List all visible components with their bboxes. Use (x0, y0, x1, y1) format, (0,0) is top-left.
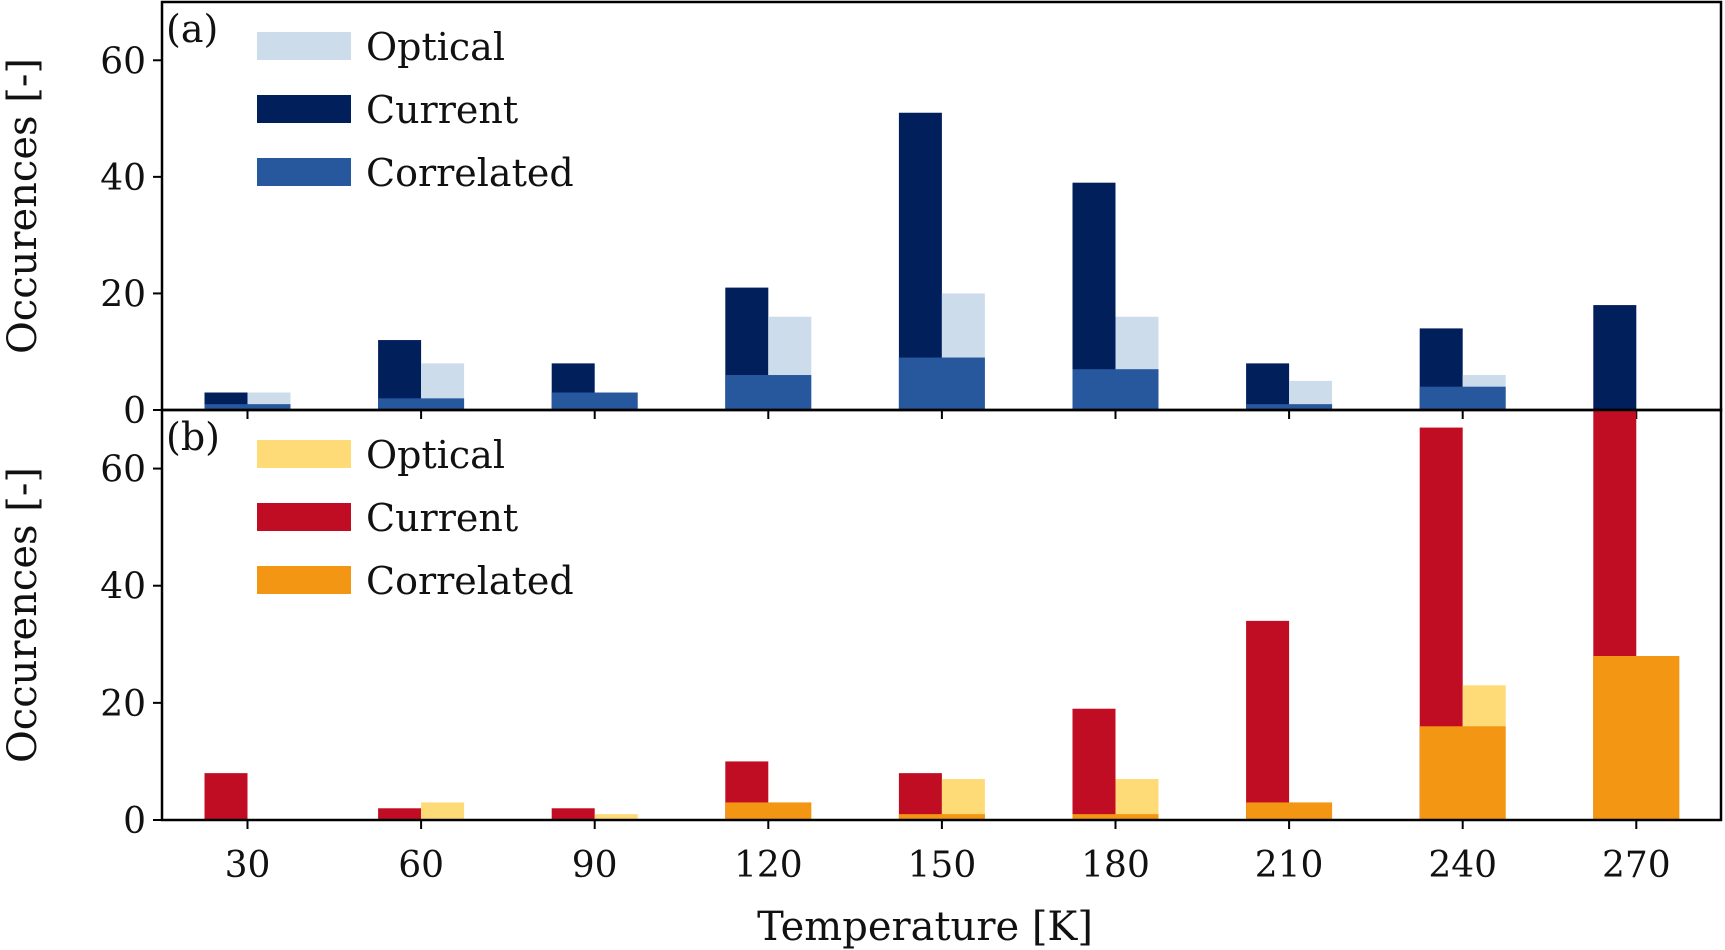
bar-correlated-30 (204, 404, 291, 410)
x-tick-label: 180 (1081, 845, 1150, 886)
y-tick-label: 60 (100, 450, 146, 491)
bar-correlated-120 (725, 802, 812, 820)
x-tick-label: 210 (1255, 845, 1324, 886)
bars (204, 112, 1637, 410)
x-tick-label: 120 (734, 845, 803, 886)
legend-swatch-optical (257, 440, 351, 468)
x-tick-label: 270 (1602, 845, 1671, 886)
legend-label-current: Current (366, 496, 518, 540)
bar-correlated-150 (898, 814, 985, 820)
legend-swatch-correlated (257, 158, 351, 186)
bar-correlated-210 (1246, 802, 1333, 820)
panel-b: 0 20 40 60 Occurences [-] (b) Optical Current Co… (0, 408, 1723, 842)
bar-correlated-90 (551, 392, 638, 410)
bar-correlated-270 (1593, 656, 1680, 820)
bar-current-210 (1246, 620, 1290, 820)
bars (204, 410, 1680, 820)
x-tick-label: 240 (1428, 845, 1497, 886)
legend-label-optical: Optical (366, 433, 505, 477)
x-tick-label: 30 (225, 845, 271, 886)
bar-current-210 (1246, 363, 1290, 410)
bar-optical-60 (421, 802, 465, 820)
legend-swatch-current (257, 503, 351, 531)
legend-label-correlated: Correlated (366, 151, 574, 195)
y-tick-label: 40 (100, 158, 146, 199)
panel-label: (b) (166, 415, 220, 459)
legend-label-correlated: Correlated (366, 559, 574, 603)
panel-label: (a) (166, 7, 218, 51)
bar-correlated-120 (725, 375, 812, 410)
x-tick-label: 150 (908, 845, 977, 886)
bar-current-90 (551, 808, 595, 820)
bar-correlated-210 (1246, 404, 1333, 410)
y-tick-label: 0 (123, 391, 146, 432)
y-tick-label: 40 (100, 567, 146, 608)
x-tick-label: 90 (572, 845, 618, 886)
bar-correlated-180 (1072, 369, 1159, 410)
panel-a: 0 20 40 60 Occurences [-] (a) Optical Current Co… (0, 0, 1723, 432)
legend-label-current: Current (366, 88, 518, 132)
y-axis-label: Occurences [-] (0, 467, 46, 763)
bar-correlated-240 (1419, 386, 1506, 410)
bar-correlated-180 (1072, 814, 1159, 820)
legend-swatch-correlated (257, 566, 351, 594)
bar-correlated-150 (898, 357, 985, 410)
y-tick-label: 60 (100, 41, 146, 82)
bar-current-30 (204, 773, 248, 820)
x-axis-label: Temperature [K] (757, 904, 1093, 950)
x-tick-label: 60 (398, 845, 444, 886)
legend-swatch-optical (257, 32, 351, 60)
y-tick-label: 0 (123, 801, 146, 842)
y-tick-label: 20 (100, 274, 146, 315)
bar-current-270 (1593, 305, 1637, 410)
y-tick-label: 20 (100, 684, 146, 725)
bar-optical-150 (941, 779, 985, 820)
legend-swatch-current (257, 95, 351, 123)
bar-current-150 (898, 773, 942, 820)
legend-label-optical: Optical (366, 25, 505, 69)
bar-correlated-240 (1419, 726, 1506, 820)
bar-correlated-60 (378, 398, 465, 410)
bar-current-60 (378, 808, 422, 820)
bar-optical-180 (1115, 779, 1159, 820)
bar-current-180 (1072, 708, 1116, 820)
y-axis-label: Occurences [-] (0, 58, 46, 354)
bar-optical-90 (594, 814, 638, 820)
